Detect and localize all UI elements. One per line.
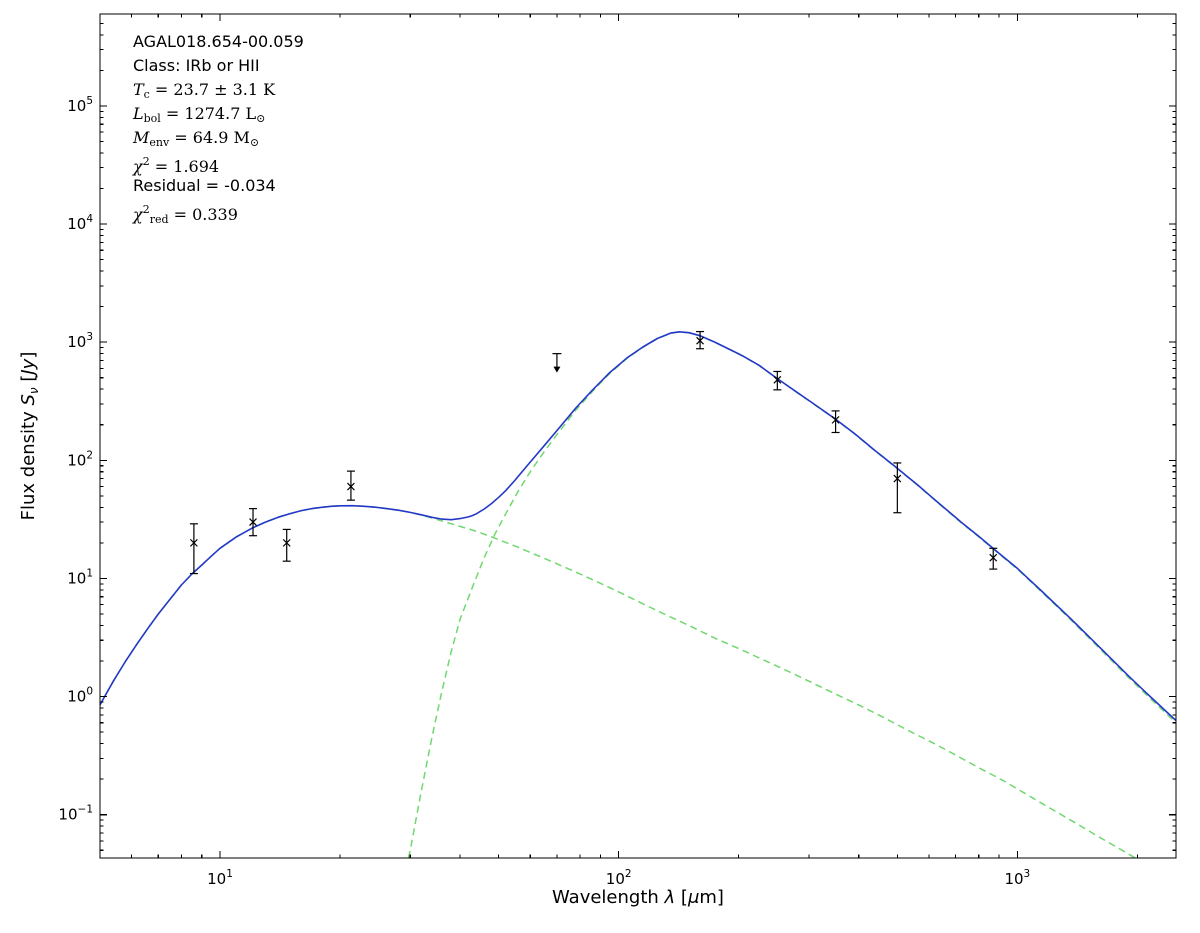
tick-label: 102 xyxy=(67,449,93,469)
data-point xyxy=(282,528,291,562)
model-curves xyxy=(100,331,1176,858)
annotation-segment: T xyxy=(133,80,144,99)
annotation-segment: = 1.694 xyxy=(149,157,220,176)
data-point xyxy=(893,462,902,514)
annotation-segment: Residual = -0.034 xyxy=(133,176,276,195)
annotation-line-7: χ2red = 0.339 xyxy=(133,198,304,226)
data-point xyxy=(189,523,198,575)
tick-label: 103 xyxy=(67,331,93,351)
annotation-segment: red xyxy=(149,213,169,226)
warm-component-curve xyxy=(100,504,1137,858)
annotation-segment: bol xyxy=(143,112,161,125)
data-point xyxy=(696,330,705,350)
annotation-segment: 2 xyxy=(142,203,150,216)
tick-label: 105 xyxy=(67,95,93,115)
tick-label: 102 xyxy=(606,868,632,888)
annotation-segment: c xyxy=(143,88,150,101)
photometry-points xyxy=(189,330,998,575)
data-point xyxy=(989,547,998,570)
tick-label: 101 xyxy=(207,868,233,888)
tick-label: 103 xyxy=(1004,868,1030,888)
data-point xyxy=(831,410,840,434)
cold-component-curve xyxy=(407,331,1176,858)
annotation-segment: = 0.339 xyxy=(168,205,238,224)
annotation-segment: ⊙ xyxy=(256,112,266,125)
annotation-segment: ⊙ xyxy=(249,136,260,149)
annotation-segment: χ xyxy=(133,157,143,176)
annotation-segment: M xyxy=(133,128,150,147)
annotation-line-2: Tc = 23.7 ± 3.1 K xyxy=(133,78,304,102)
tick-label: 104 xyxy=(67,213,93,233)
data-point xyxy=(773,370,782,391)
annotation-segment: env xyxy=(149,136,170,149)
annotation-line-3: Lbol = 1274.7 L⊙ xyxy=(133,102,304,126)
annotation-line-5: χ2 = 1.694 xyxy=(133,150,304,176)
annotation-segment: χ xyxy=(133,205,143,224)
annotation-line-6: Residual = -0.034 xyxy=(133,174,304,198)
upper-limit-point xyxy=(552,353,562,373)
data-point xyxy=(346,470,355,501)
annotation-line-0: AGAL018.654-00.059 xyxy=(133,30,304,54)
tick-label: 100 xyxy=(67,686,93,706)
annotation-segment: = 23.7 ± 3.1 K xyxy=(149,80,276,99)
annotation-segment: AGAL018.654-00.059 xyxy=(133,32,304,51)
annotation-segment: = 1274.7 L xyxy=(160,104,257,123)
tick-label: 10−1 xyxy=(58,804,93,824)
tick-labels: 101 102 103 10−1 100 101 102 103 104 105 xyxy=(58,95,1030,888)
y-axis-label: Flux density Sν [Jy] xyxy=(18,352,41,521)
annotation-line-1: Class: IRb or HII xyxy=(133,54,304,78)
fit-parameters-annotation: AGAL018.654-00.059 Class: IRb or HII Tc = … xyxy=(133,30,304,226)
axis-ticks xyxy=(100,14,1176,858)
data-point xyxy=(249,508,258,537)
x-axis-label: Wavelength λ [μm] xyxy=(552,887,724,908)
axes-box xyxy=(99,13,1177,859)
annotation-line-4: Menv = 64.9 M⊙ xyxy=(133,126,304,150)
annotation-segment: Class: IRb or HII xyxy=(133,56,260,75)
annotation-segment: = 64.9 M xyxy=(169,128,250,147)
total-model-curve xyxy=(100,331,1176,722)
tick-label: 101 xyxy=(67,567,93,587)
annotation-segment: 2 xyxy=(142,155,150,168)
annotation-segment: L xyxy=(133,104,144,123)
